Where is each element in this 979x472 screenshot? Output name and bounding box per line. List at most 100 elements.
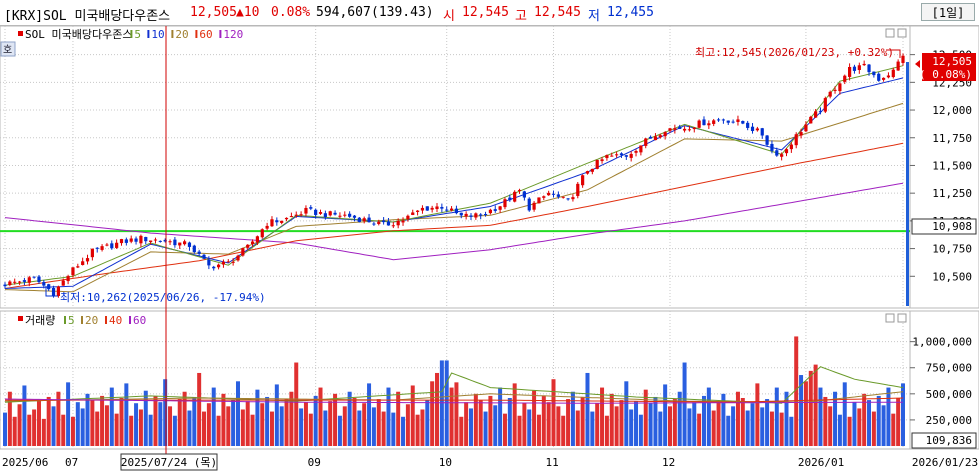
ticker-label[interactable]: [KRX]SOL 미국배당다우존스 — [4, 9, 171, 24]
volume-bar — [114, 413, 119, 446]
candle-body — [857, 65, 861, 71]
volume-bar — [507, 398, 512, 446]
candle-body — [260, 229, 264, 238]
price-tick-label: 11,500 — [932, 159, 972, 172]
volume-bar — [566, 399, 571, 446]
x-tick-label: 2026/01/23 — [912, 456, 978, 469]
candle-body — [848, 66, 852, 77]
candle-body — [357, 217, 361, 222]
volume-legend-ma: 20 — [85, 314, 98, 327]
volume-bar — [871, 411, 876, 446]
volume-bar — [138, 409, 143, 446]
price-legend-ma: 60 — [199, 28, 212, 41]
candle-body — [629, 153, 633, 158]
volume-panel-restore-icon[interactable] — [885, 313, 895, 323]
volume-bar — [886, 387, 891, 446]
open-label: 시 — [443, 9, 455, 24]
candle-body — [246, 244, 250, 248]
candle-body — [600, 159, 604, 162]
volume-bar — [206, 403, 211, 446]
candle-body — [668, 128, 672, 131]
price-panel — [0, 26, 911, 309]
price-panel-restore-icon[interactable] — [885, 28, 895, 38]
candle-body — [648, 136, 653, 139]
volume-bar — [22, 385, 27, 446]
volume-bar — [682, 362, 687, 446]
candle-body — [780, 154, 784, 157]
candle-body — [658, 135, 662, 138]
period-selector-button[interactable]: [1일] — [921, 3, 975, 21]
volume-bar — [595, 403, 600, 446]
price-legend-ma: 20 — [175, 28, 188, 41]
candle-body — [178, 242, 182, 246]
volume-bar — [634, 401, 639, 446]
candle-body — [95, 247, 99, 249]
volume-bar — [629, 409, 634, 446]
volume-bar — [66, 382, 71, 446]
volume-bar — [211, 387, 216, 446]
volume-bar — [420, 409, 425, 446]
candle-body — [479, 214, 483, 216]
candle-body — [755, 128, 759, 131]
candle-body — [401, 220, 405, 223]
volume-bar — [828, 406, 833, 446]
stock-chart[interactable]: 10,50010,75011,00011,25011,50011,75012,0… — [0, 26, 979, 472]
candle-body — [464, 213, 468, 217]
volume-bar — [517, 415, 522, 446]
candle-body — [124, 239, 128, 243]
volume-ma-line-60 — [4, 398, 903, 404]
candle-body — [197, 251, 201, 254]
candle-body — [382, 220, 386, 223]
volume-bar — [439, 360, 444, 446]
volume-bar — [274, 384, 279, 446]
side-marker-box[interactable] — [0, 41, 16, 57]
volume-ma-line-40 — [5, 397, 904, 403]
volume-bar — [226, 406, 231, 446]
candle-body — [3, 284, 7, 287]
candle-body — [129, 238, 133, 242]
candle-body — [338, 215, 342, 217]
candle-body — [799, 132, 803, 136]
hline-label-box — [911, 218, 977, 235]
x-tick-label: 11 — [546, 456, 559, 469]
candle-body — [440, 206, 444, 209]
volume-bar — [158, 402, 163, 446]
candle-body — [265, 225, 269, 229]
volume-axis-panel — [909, 310, 979, 450]
candle-body — [721, 119, 725, 121]
candle-body — [343, 214, 347, 216]
candle-body — [765, 135, 769, 145]
candle-body — [483, 214, 488, 216]
candle-body — [697, 120, 701, 128]
x-tick-label: 12 — [662, 456, 675, 469]
price-panel-close-icon[interactable] — [897, 28, 907, 38]
volume-bar — [760, 407, 765, 446]
candle-body — [833, 89, 837, 91]
price-tick-label: 11,250 — [932, 187, 972, 200]
candle-body — [304, 207, 308, 214]
price-legend-title: SOL 미국배당다우존스 — [25, 28, 132, 41]
volume-bar — [818, 387, 823, 446]
volume-bar — [12, 416, 17, 446]
volume-bar — [425, 400, 430, 446]
candle-body — [828, 91, 832, 97]
candle-body — [653, 136, 658, 141]
range-indicator-bar[interactable] — [906, 62, 909, 306]
candle-body — [809, 116, 813, 124]
volume-bar — [177, 399, 182, 446]
candle-body — [275, 220, 279, 223]
candle-body — [270, 219, 274, 227]
candle-body — [430, 207, 434, 210]
volume-panel-close-icon[interactable] — [897, 313, 907, 323]
high-annotation: 최고:12,545(2026/01/23, +0.32%) — [695, 46, 894, 59]
volume-bar — [313, 395, 318, 446]
high-label: 고 — [515, 9, 527, 24]
candle-body — [474, 213, 478, 218]
volume-bar — [672, 399, 677, 446]
volume-bar — [774, 387, 779, 446]
volume-bar — [527, 409, 532, 446]
candle-body — [862, 63, 866, 66]
volume-bar — [808, 370, 813, 446]
volume-bar — [323, 410, 328, 446]
candle-body — [289, 216, 293, 218]
